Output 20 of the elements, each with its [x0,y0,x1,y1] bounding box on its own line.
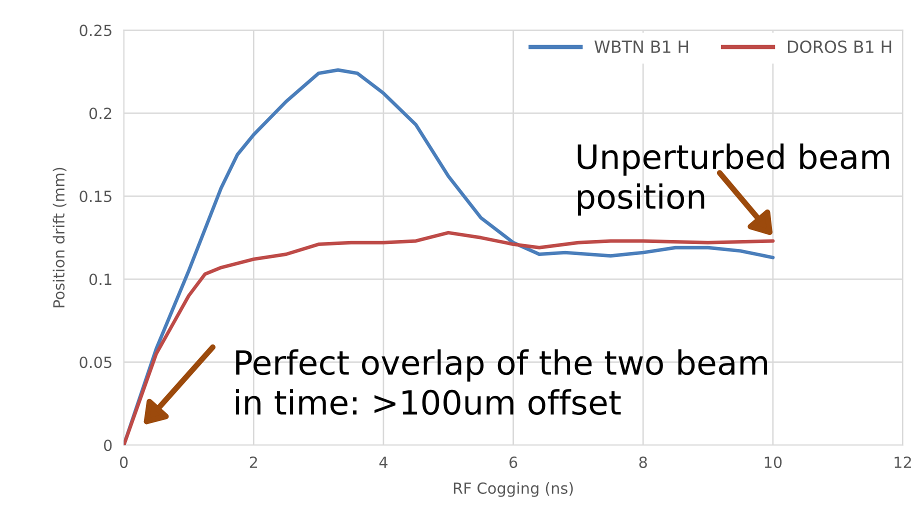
legend-label: DOROS B1 H [788,40,892,54]
x-tick-label: 6 [509,456,518,468]
x-tick-label: 4 [379,456,388,468]
x-tick-label: 8 [639,456,647,468]
y-tick-label: 0.05 [80,356,112,368]
y-tick-label: 0.1 [89,274,112,286]
x-tick-label: 10 [764,456,782,468]
annotation: Perfect overlap of the two beam in time: >100um offset [236,349,768,415]
y-tick-label: 0 [104,440,112,452]
x-tick-label: 12 [894,456,911,468]
y-tick-label: 0.2 [89,108,112,120]
annotation: Unperturbed beam position [578,143,889,216]
y-tick-label: 0.25 [80,24,112,36]
line-series [124,230,775,446]
legend-label: WBTN B1 H [594,40,688,53]
x-tick-label: 2 [250,456,257,468]
x-axis-title: RF Cogging (ns) [454,482,573,497]
y-axis-title: Position drift (mm) [52,168,66,308]
y-tick-label: 0.15 [80,190,112,202]
x-tick-label: 0 [120,456,128,468]
